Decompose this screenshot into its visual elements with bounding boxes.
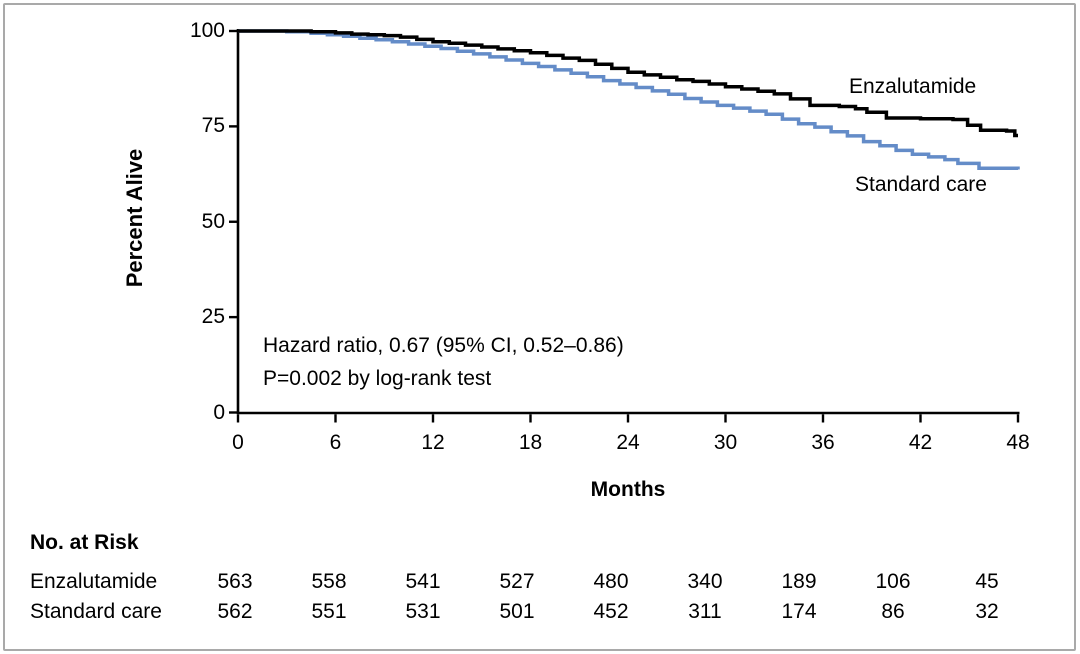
- x-tick-label: 30: [713, 431, 738, 454]
- curve-enzalutamide: [238, 29, 1018, 138]
- curve-standard-care: [238, 29, 1020, 171]
- y-tick-label: 50: [201, 209, 225, 233]
- risk-count: 541: [405, 570, 441, 593]
- figure-border: [3, 3, 1076, 651]
- risk-count: 106: [875, 570, 911, 593]
- risk-count: 501: [499, 600, 535, 623]
- stats-annotation: Hazard ratio, 0.67 (95% CI, 0.52–0.86) P…: [263, 329, 624, 395]
- y-tick-label: 75: [201, 114, 225, 138]
- risk-count: 563: [217, 570, 253, 593]
- risk-count: 340: [687, 570, 723, 593]
- y-tick-label: 25: [201, 305, 225, 329]
- risk-count: 562: [217, 600, 253, 623]
- y-tick-label: 0: [213, 400, 225, 424]
- risk-count: 45: [975, 570, 999, 593]
- risk-count: 452: [593, 600, 629, 623]
- x-tick-label: 24: [616, 431, 640, 454]
- risk-count: 174: [781, 600, 817, 623]
- x-tick-label: 18: [518, 431, 543, 454]
- risk-count: 86: [881, 600, 905, 623]
- hazard-ratio-text: Hazard ratio, 0.67 (95% CI, 0.52–0.86): [263, 334, 624, 357]
- legend-label-standard-care: Standard care: [855, 173, 987, 196]
- risk-row-label-standard-care: Standard care: [30, 600, 162, 623]
- survival-curves: [238, 29, 1020, 171]
- risk-count: 311: [688, 600, 722, 623]
- y-axis-title: Percent Alive: [122, 148, 147, 288]
- pvalue-text: P=0.002 by log-rank test: [263, 367, 492, 390]
- risk-count: 32: [975, 600, 999, 623]
- x-tick-label: 0: [232, 431, 244, 454]
- risk-count: 551: [311, 600, 347, 623]
- x-tick-label: 42: [908, 431, 933, 454]
- risk-count: 480: [593, 570, 629, 593]
- x-tick-label: 48: [1006, 431, 1030, 454]
- risk-count: 527: [499, 570, 535, 593]
- x-tick-label: 36: [811, 431, 835, 454]
- risk-count: 531: [405, 600, 441, 623]
- risk-count: 189: [781, 570, 817, 593]
- risk-count: 558: [311, 570, 347, 593]
- x-tick-label: 12: [421, 431, 445, 454]
- x-tick-label: 6: [329, 431, 342, 454]
- risk-row-label-enzalutamide: Enzalutamide: [30, 570, 158, 593]
- axes: [229, 29, 1020, 423]
- x-axis-title: Months: [590, 478, 666, 501]
- y-tick-label: 100: [189, 19, 225, 42]
- legend-label-enzalutamide: Enzalutamide: [849, 75, 977, 98]
- risk-table-title: No. at Risk: [30, 531, 139, 554]
